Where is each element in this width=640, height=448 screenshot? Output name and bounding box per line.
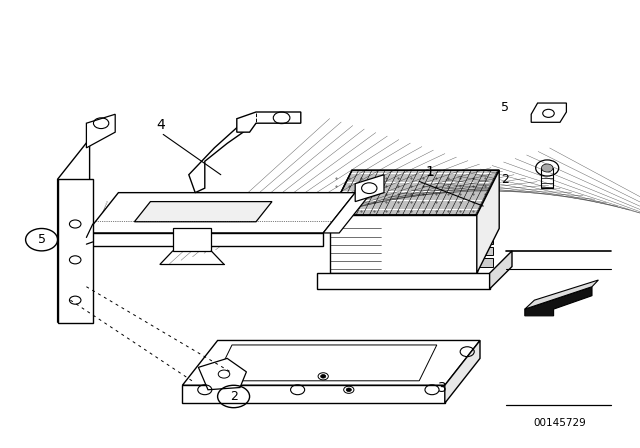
- Polygon shape: [490, 251, 512, 289]
- Text: 5: 5: [38, 233, 45, 246]
- Polygon shape: [445, 340, 480, 403]
- Polygon shape: [525, 280, 598, 309]
- Text: 1: 1: [426, 165, 435, 180]
- Polygon shape: [317, 273, 490, 289]
- Polygon shape: [58, 179, 93, 323]
- Bar: [477, 225, 493, 233]
- Text: 4: 4: [157, 118, 166, 133]
- Bar: [477, 247, 493, 255]
- Polygon shape: [323, 193, 371, 233]
- Polygon shape: [86, 114, 115, 148]
- Bar: [541, 168, 553, 188]
- Polygon shape: [189, 116, 262, 193]
- Polygon shape: [182, 385, 445, 403]
- Circle shape: [541, 164, 553, 172]
- Polygon shape: [531, 103, 566, 122]
- Text: 5: 5: [501, 101, 509, 114]
- Circle shape: [321, 375, 326, 378]
- Polygon shape: [182, 340, 480, 385]
- Polygon shape: [330, 170, 499, 215]
- Text: 3: 3: [438, 380, 447, 395]
- Polygon shape: [525, 287, 592, 316]
- Bar: [477, 214, 493, 222]
- Text: 2: 2: [501, 172, 509, 186]
- Polygon shape: [477, 170, 499, 273]
- Polygon shape: [330, 215, 477, 273]
- Bar: [477, 236, 493, 244]
- Polygon shape: [58, 139, 90, 323]
- Text: 00145729: 00145729: [534, 418, 586, 428]
- Polygon shape: [173, 228, 211, 251]
- Bar: [477, 258, 493, 267]
- Polygon shape: [134, 202, 272, 222]
- Polygon shape: [355, 175, 384, 202]
- Polygon shape: [86, 233, 323, 246]
- Circle shape: [346, 388, 351, 392]
- Polygon shape: [198, 358, 246, 390]
- Polygon shape: [86, 193, 355, 233]
- Polygon shape: [237, 112, 301, 132]
- Text: 2: 2: [230, 390, 237, 403]
